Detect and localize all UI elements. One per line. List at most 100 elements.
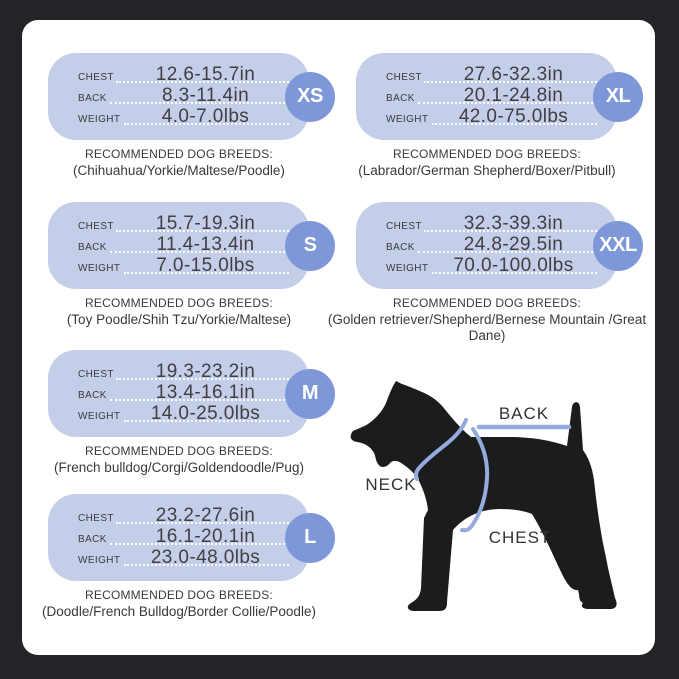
dotted-leader <box>110 543 289 545</box>
chest-measure-line <box>460 427 490 533</box>
size-badge-xl: XL <box>593 71 643 122</box>
back-row: BACK 13.4-16.1in <box>78 382 293 404</box>
dotted-leader <box>116 81 289 83</box>
size-card: CHEST 23.2-27.6in BACK 16.1-20.1in WEIGH… <box>48 494 335 581</box>
dotted-leader <box>124 564 289 566</box>
back-row: BACK 11.4-13.4in <box>78 234 293 256</box>
back-value: 16.1-20.1in <box>155 526 256 547</box>
chest-row: CHEST 15.7-19.3in <box>78 213 293 235</box>
weight-value: 23.0-48.0lbs <box>150 547 261 568</box>
chest-value: 27.6-32.3in <box>463 64 564 85</box>
size-badge-s: S <box>285 220 335 271</box>
size-card: CHEST 12.6-15.7in BACK 8.3-11.4in WEIGHT… <box>48 53 335 140</box>
recommended-heading: RECOMMENDED DOG BREEDS: <box>85 588 273 602</box>
recommended-heading: RECOMMENDED DOG BREEDS: <box>85 147 273 161</box>
chest-value: 19.3-23.2in <box>155 361 256 382</box>
dotted-leader <box>110 102 289 104</box>
size-block-s: CHEST 15.7-19.3in BACK 11.4-13.4in WEIGH… <box>48 202 335 328</box>
chest-label: CHEST <box>78 221 114 232</box>
weight-row: WEIGHT 7.0-15.0lbs <box>78 255 293 277</box>
recommended-heading: RECOMMENDED DOG BREEDS: <box>85 296 273 310</box>
back-value: 24.8-29.5in <box>463 234 564 255</box>
size-card: CHEST 32.3-39.3in BACK 24.8-29.5in WEIGH… <box>356 202 643 289</box>
chest-row: CHEST 32.3-39.3in <box>386 213 601 235</box>
neck-diagram-label: NECK <box>365 475 416 494</box>
dotted-leader <box>418 251 597 253</box>
dotted-leader <box>110 251 289 253</box>
weight-row: WEIGHT 14.0-25.0lbs <box>78 403 293 425</box>
back-label: BACK <box>386 93 415 104</box>
back-label: BACK <box>78 534 107 545</box>
size-card: CHEST 27.6-32.3in BACK 20.1-24.8in WEIGH… <box>356 53 643 140</box>
back-label: BACK <box>78 93 107 104</box>
dotted-leader <box>432 123 597 125</box>
chest-label: CHEST <box>78 72 114 83</box>
back-value: 8.3-11.4in <box>161 85 250 106</box>
dotted-leader <box>116 230 289 232</box>
weight-value: 42.0-75.0lbs <box>458 106 569 127</box>
back-row: BACK 16.1-20.1in <box>78 526 293 548</box>
chest-row: CHEST 23.2-27.6in <box>78 505 293 527</box>
weight-label: WEIGHT <box>386 263 429 274</box>
recommended-heading: RECOMMENDED DOG BREEDS: <box>393 296 581 310</box>
breeds-text: (French bulldog/Corgi/Goldendoodle/Pug) <box>54 460 304 475</box>
back-row: BACK 8.3-11.4in <box>78 85 293 107</box>
chest-row: CHEST 12.6-15.7in <box>78 64 293 86</box>
dotted-leader <box>418 102 597 104</box>
dotted-leader <box>116 378 289 380</box>
back-row: BACK 20.1-24.8in <box>386 85 601 107</box>
weight-label: WEIGHT <box>78 411 121 422</box>
breeds-text: (Chihuahua/Yorkie/Maltese/Poodle) <box>73 163 285 178</box>
size-card: CHEST 19.3-23.2in BACK 13.4-16.1in WEIGH… <box>48 350 335 437</box>
weight-value: 70.0-100.0lbs <box>453 255 574 276</box>
chest-value: 32.3-39.3in <box>463 213 564 234</box>
size-badge-xs: XS <box>285 71 335 122</box>
size-badge-m: M <box>285 368 335 419</box>
breeds-text: (Labrador/German Shepherd/Boxer/Pitbull) <box>358 163 616 178</box>
size-block-xxl: CHEST 32.3-39.3in BACK 24.8-29.5in WEIGH… <box>328 202 646 344</box>
chest-label: CHEST <box>386 221 422 232</box>
back-row: BACK 24.8-29.5in <box>386 234 601 256</box>
back-diagram-label: BACK <box>499 404 549 423</box>
dotted-leader <box>116 522 289 524</box>
dog-measurement-diagram: BACK NECK CHEST <box>350 381 617 611</box>
weight-row: WEIGHT 23.0-48.0lbs <box>78 547 293 569</box>
weight-row: WEIGHT 70.0-100.0lbs <box>386 255 601 277</box>
chest-value: 23.2-27.6in <box>155 505 256 526</box>
chest-label: CHEST <box>78 513 114 524</box>
weight-value: 7.0-15.0lbs <box>156 255 255 276</box>
weight-row: WEIGHT 42.0-75.0lbs <box>386 106 601 128</box>
size-chart-panel: CHEST 12.6-15.7in BACK 8.3-11.4in WEIGHT… <box>22 20 655 655</box>
dotted-leader <box>124 123 289 125</box>
chest-row: CHEST 19.3-23.2in <box>78 361 293 383</box>
weight-value: 4.0-7.0lbs <box>161 106 250 127</box>
chest-row: CHEST 27.6-32.3in <box>386 64 601 86</box>
recommended-heading: RECOMMENDED DOG BREEDS: <box>85 444 273 458</box>
size-card: CHEST 15.7-19.3in BACK 11.4-13.4in WEIGH… <box>48 202 335 289</box>
dotted-leader <box>424 81 597 83</box>
dotted-leader <box>424 230 597 232</box>
back-value: 13.4-16.1in <box>155 382 256 403</box>
size-block-xs: CHEST 12.6-15.7in BACK 8.3-11.4in WEIGHT… <box>48 53 335 179</box>
weight-value: 14.0-25.0lbs <box>150 403 261 424</box>
size-block-xl: CHEST 27.6-32.3in BACK 20.1-24.8in WEIGH… <box>356 53 643 179</box>
back-label: BACK <box>78 242 107 253</box>
chest-diagram-label: CHEST <box>489 528 552 547</box>
back-value: 20.1-24.8in <box>463 85 564 106</box>
chest-label: CHEST <box>386 72 422 83</box>
size-badge-xxl: XXL <box>593 220 643 271</box>
neck-measure-line <box>414 418 468 481</box>
weight-label: WEIGHT <box>78 555 121 566</box>
size-block-m: CHEST 19.3-23.2in BACK 13.4-16.1in WEIGH… <box>48 350 335 476</box>
breeds-text: (Toy Poodle/Shih Tzu/Yorkie/Maltese) <box>66 312 292 327</box>
chest-value: 15.7-19.3in <box>155 213 256 234</box>
dotted-leader <box>124 272 289 274</box>
dotted-leader <box>124 420 289 422</box>
weight-label: WEIGHT <box>78 114 121 125</box>
weight-row: WEIGHT 4.0-7.0lbs <box>78 106 293 128</box>
chest-label: CHEST <box>78 369 114 380</box>
breeds-text: (Doodle/French Bulldog/Border Collie/Poo… <box>42 604 316 619</box>
weight-label: WEIGHT <box>78 263 121 274</box>
recommended-heading: RECOMMENDED DOG BREEDS: <box>393 147 581 161</box>
back-value: 11.4-13.4in <box>156 234 255 255</box>
